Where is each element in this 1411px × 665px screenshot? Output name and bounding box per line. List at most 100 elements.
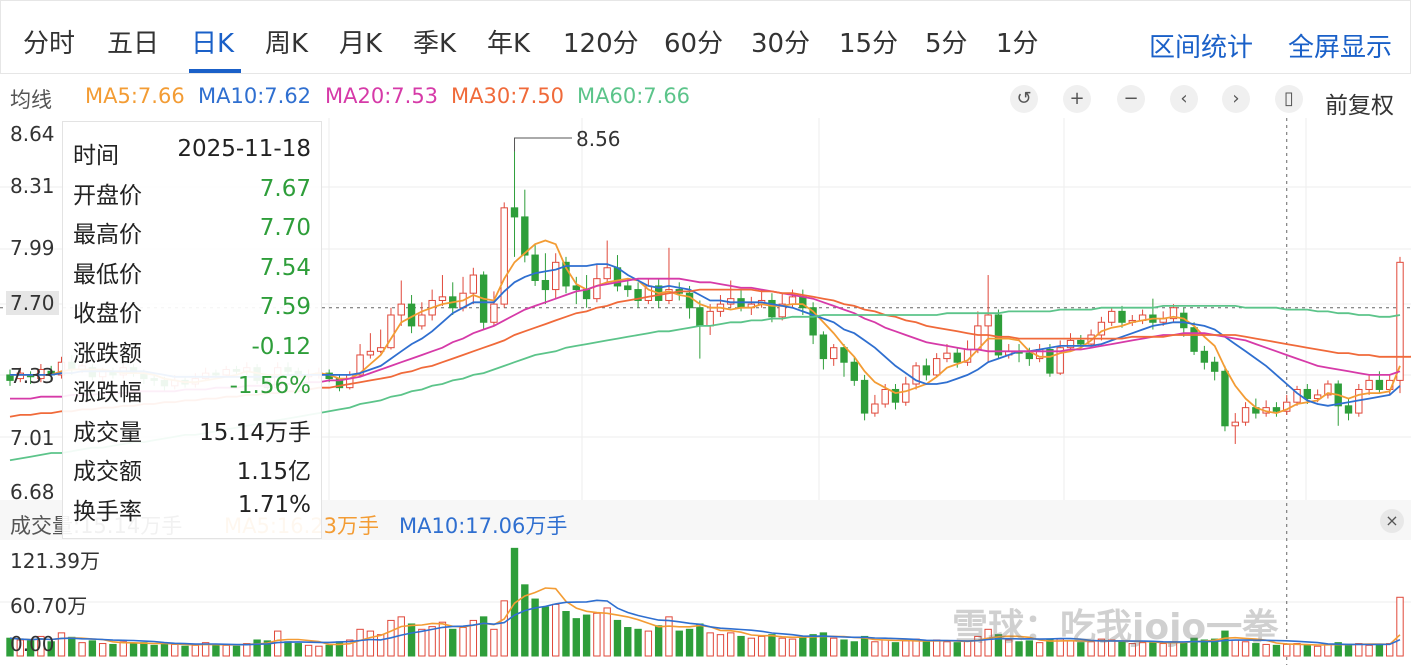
tab-7[interactable]: 120分: [563, 29, 639, 59]
tab-3[interactable]: 周K: [265, 29, 309, 59]
volume-bar: [1087, 641, 1095, 657]
candle-body: [469, 274, 478, 294]
volume-bar: [171, 643, 179, 657]
volume-bar: [1128, 643, 1136, 657]
tab-2[interactable]: 日K: [191, 29, 235, 59]
candle-body: [984, 314, 992, 327]
volume-bar: [490, 628, 498, 657]
volume-bar: [160, 643, 169, 657]
ma-legend-label: 均线: [10, 88, 52, 112]
candle-style-icon[interactable]: ▯: [1275, 85, 1303, 113]
volume-bar: [521, 584, 529, 657]
candle-body: [1241, 407, 1250, 423]
volume-bar: [1005, 639, 1013, 657]
adjust-mode-select[interactable]: 前复权: [1325, 93, 1394, 119]
zoom-in-icon[interactable]: +: [1063, 85, 1091, 113]
candle-body: [572, 285, 580, 291]
candle-body: [397, 303, 405, 316]
candle-body: [1169, 307, 1178, 320]
volume-bar: [706, 632, 714, 657]
close-volume-icon[interactable]: ×: [1380, 509, 1404, 533]
watermark: 雪球：吃我jojo一拳: [952, 607, 1279, 648]
candle-body: [1375, 379, 1384, 390]
volume-bar: [232, 645, 241, 657]
volume-bar: [943, 641, 951, 657]
volume-bar: [26, 640, 35, 657]
candle-body: [1221, 370, 1229, 427]
volume-bar: [263, 640, 272, 657]
tooltip-value: 7.70: [259, 215, 311, 241]
volume-bar: [366, 630, 375, 657]
tab-1[interactable]: 五日: [107, 29, 160, 59]
volume-bar: [510, 547, 519, 657]
volume-bar: [552, 603, 560, 657]
volume-bar: [562, 611, 570, 657]
volume-bar: [994, 634, 1003, 657]
volume-bar: [1344, 643, 1353, 657]
candle-body: [1190, 327, 1198, 352]
volume-bar: [1108, 639, 1116, 657]
tooltip-label: 换手率: [73, 498, 142, 525]
volume-bar: [438, 621, 447, 657]
candle-body: [891, 388, 900, 403]
volume-bar: [119, 641, 127, 657]
volume-bar: [459, 627, 467, 657]
volume-bar: [1365, 644, 1373, 657]
volume-bar: [1303, 644, 1312, 657]
reset-icon[interactable]: ↺: [1010, 85, 1038, 113]
volume-bar: [654, 625, 663, 657]
tooltip-label: 涨跌幅: [73, 380, 142, 406]
volume-bar: [1313, 645, 1322, 657]
tooltip-row: 收盘价 7.59: [73, 294, 311, 330]
ma20-legend: MA20:7.53: [325, 84, 439, 108]
tooltip-row: 开盘价 7.67: [73, 176, 311, 212]
candle-body: [768, 299, 776, 318]
candle-body: [953, 352, 961, 363]
tab-11[interactable]: 5分: [925, 29, 968, 59]
volume-bar: [1262, 643, 1270, 657]
tooltip-row: 最高价 7.70: [73, 215, 311, 251]
candle-body: [871, 403, 879, 414]
candle-body: [665, 289, 673, 301]
volume-bar: [788, 638, 797, 657]
volume-bar: [613, 619, 622, 657]
price-axis-tick: 7.70: [6, 291, 59, 315]
fullscreen-button[interactable]: 全屏显示: [1288, 33, 1393, 63]
candle-body: [1324, 383, 1332, 396]
volume-bar: [500, 600, 508, 657]
volume-bar: [449, 628, 457, 657]
volume-bar: [624, 627, 632, 657]
tab-10[interactable]: 15分: [839, 29, 899, 59]
volume-bar: [531, 598, 539, 657]
tooltip-value: 7.67: [259, 175, 311, 202]
volume-bar: [346, 639, 354, 657]
tab-12[interactable]: 1分: [996, 29, 1039, 59]
tooltip-label: 成交量: [73, 419, 142, 446]
price-axis-tick: 7.01: [10, 426, 55, 450]
volume-bar: [1046, 639, 1054, 657]
candle-body: [531, 254, 539, 281]
range-stats-button[interactable]: 区间统计: [1149, 33, 1254, 63]
candle-body: [840, 347, 848, 363]
candle-body: [1108, 310, 1116, 323]
candle-body: [881, 388, 889, 405]
tooltip-row: 涨跌幅 -1.56%: [73, 373, 311, 409]
volume-bar: [150, 644, 158, 657]
zoom-out-icon[interactable]: −: [1117, 85, 1145, 113]
tab-9[interactable]: 30分: [751, 29, 811, 59]
volume-bar: [1334, 642, 1342, 657]
tab-8[interactable]: 60分: [664, 29, 724, 59]
tab-0[interactable]: 分时: [23, 29, 76, 59]
volume-bar: [932, 639, 941, 657]
chevron-right-icon[interactable]: ›: [1222, 85, 1250, 113]
volume-bar: [16, 639, 24, 657]
candle-body: [860, 379, 869, 414]
tab-5[interactable]: 季K: [413, 29, 457, 59]
chevron-left-icon[interactable]: ‹: [1170, 85, 1198, 113]
tab-4[interactable]: 月K: [339, 29, 383, 59]
volume-bar: [212, 643, 220, 657]
volume-bar: [47, 641, 55, 657]
volume-bar: [582, 614, 591, 657]
volume-bar: [284, 641, 292, 657]
tab-6[interactable]: 年K: [487, 29, 531, 59]
